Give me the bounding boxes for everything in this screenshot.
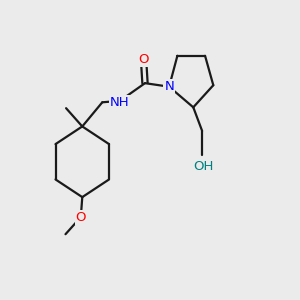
Text: NH: NH <box>110 96 130 109</box>
Text: O: O <box>76 211 86 224</box>
Text: O: O <box>138 52 149 65</box>
Text: N: N <box>164 80 174 93</box>
Text: OH: OH <box>194 160 214 173</box>
